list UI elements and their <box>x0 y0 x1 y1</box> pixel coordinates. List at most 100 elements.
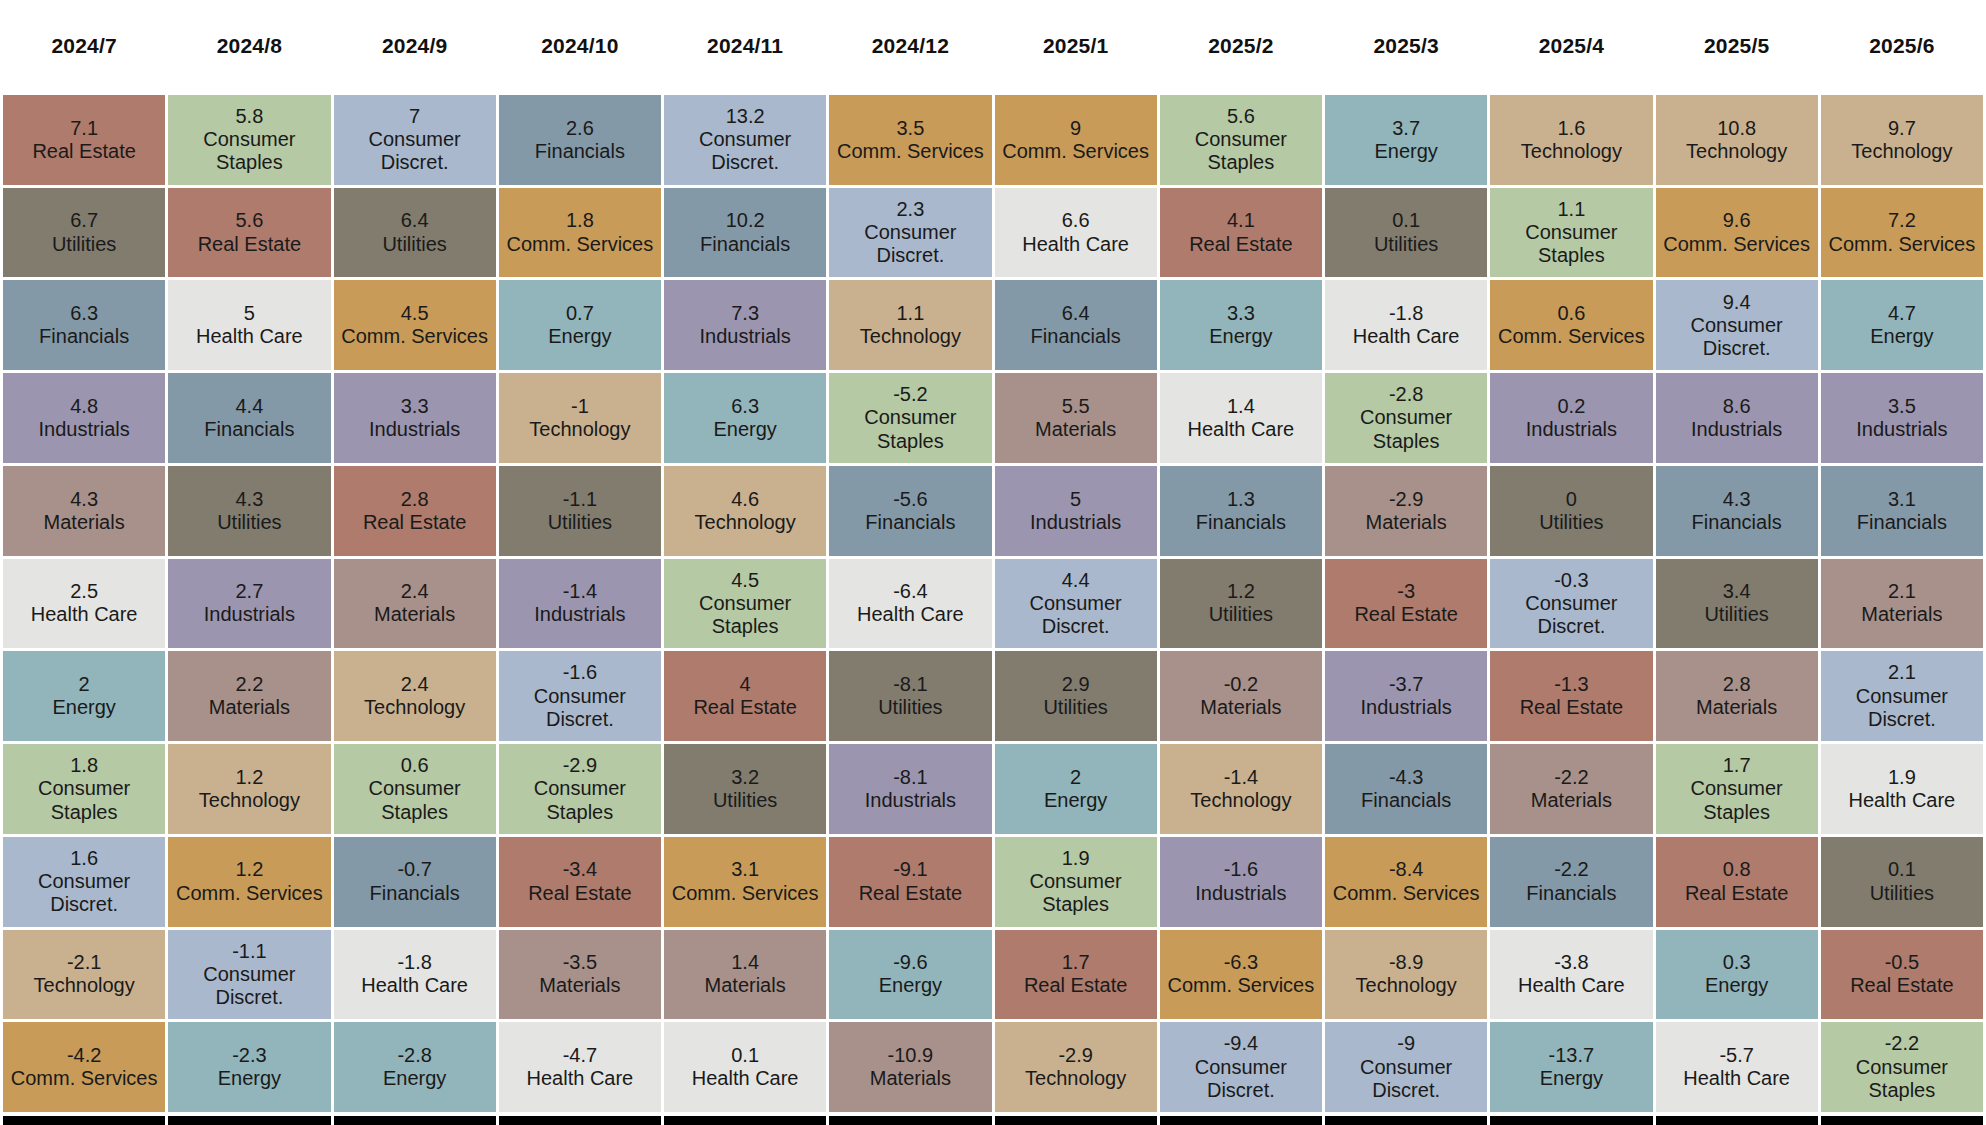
cell-sector-label: Comm. Services <box>1663 233 1810 256</box>
cell-sector-label: Energy <box>879 974 942 997</box>
cell-sector-label: Technology <box>199 789 300 812</box>
cell-sector-label: Utilities <box>713 789 777 812</box>
bottom-axis-segment <box>3 1116 165 1125</box>
cell-sector-label: Consumer Staples <box>1029 870 1121 916</box>
cell-sector-label: Health Care <box>31 603 138 626</box>
cell-value: -5.6 <box>893 488 927 511</box>
quilt-cell: -2.2Consumer Staples <box>1821 1022 1983 1112</box>
cell-value: 1.7 <box>1723 754 1751 777</box>
cell-sector-label: Energy <box>548 325 611 348</box>
cell-sector-label: Consumer Discret. <box>38 870 130 916</box>
quilt-cell: 1.9Consumer Staples <box>995 837 1157 927</box>
quilt-cell: -8.1Utilities <box>829 651 991 741</box>
quilt-cell: -4.3Financials <box>1325 744 1487 834</box>
cell-value: 2.4 <box>401 580 429 603</box>
cell-sector-label: Real Estate <box>1520 696 1623 719</box>
cell-value: 2 <box>1070 766 1081 789</box>
quilt-cell: -1Technology <box>499 373 661 463</box>
column-header: 2025/4 <box>1490 34 1652 58</box>
cell-sector-label: Materials <box>209 696 290 719</box>
cell-sector-label: Materials <box>1035 418 1116 441</box>
quilt-cell: 3.1Comm. Services <box>664 837 826 927</box>
cell-sector-label: Utilities <box>1043 696 1107 719</box>
quilt-cell: 2.1Materials <box>1821 559 1983 649</box>
cell-value: 7.3 <box>731 302 759 325</box>
cell-sector-label: Materials <box>870 1067 951 1090</box>
cell-sector-label: Energy <box>1209 325 1272 348</box>
quilt-cell: -0.2Materials <box>1160 651 1322 741</box>
cell-value: 0.7 <box>566 302 594 325</box>
column-header: 2025/6 <box>1821 34 1983 58</box>
quilt-cell: 3.1Financials <box>1821 466 1983 556</box>
cell-value: 6.6 <box>1062 209 1090 232</box>
cell-sector-label: Consumer Staples <box>38 777 130 823</box>
quilt-cell: 4.5Comm. Services <box>334 280 496 370</box>
cell-sector-label: Consumer Staples <box>1360 406 1452 452</box>
cell-value: -1.6 <box>563 661 597 684</box>
bottom-axis-segment <box>168 1116 330 1125</box>
column-header: 2024/10 <box>499 34 661 58</box>
cell-value: -0.3 <box>1554 569 1588 592</box>
column-header: 2025/1 <box>995 34 1157 58</box>
cell-value: 7.1 <box>70 117 98 140</box>
cell-value: 2 <box>79 673 90 696</box>
quilt-cell: 1.4Health Care <box>1160 373 1322 463</box>
cell-sector-label: Industrials <box>1030 511 1121 534</box>
cell-value: -3.7 <box>1389 673 1423 696</box>
cell-value: 1.6 <box>1557 117 1585 140</box>
column-header: 2024/8 <box>168 34 330 58</box>
cell-value: 2.6 <box>566 117 594 140</box>
quilt-cell: 4.7Energy <box>1821 280 1983 370</box>
quilt-cell: 5.6Real Estate <box>168 188 330 278</box>
quilt-cell: 0Utilities <box>1490 466 1652 556</box>
cell-value: 9.6 <box>1723 209 1751 232</box>
cell-sector-label: Real Estate <box>363 511 466 534</box>
cell-value: 5.8 <box>235 105 263 128</box>
cell-sector-label: Consumer Discret. <box>1525 592 1617 638</box>
quilt-cell: -2.1Technology <box>3 930 165 1020</box>
quilt-cell: -1.1Utilities <box>499 466 661 556</box>
quilt-cell: -1.3Real Estate <box>1490 651 1652 741</box>
quilt-cell: 4.3Financials <box>1656 466 1818 556</box>
cell-value: 7.2 <box>1888 209 1916 232</box>
cell-value: 0 <box>1566 488 1577 511</box>
cell-sector-label: Financials <box>1857 511 1947 534</box>
cell-sector-label: Consumer Staples <box>864 406 956 452</box>
cell-value: 2.8 <box>401 488 429 511</box>
quilt-cell: 4.1Real Estate <box>1160 188 1322 278</box>
cell-value: 0.3 <box>1723 951 1751 974</box>
quilt-cell: -2.9Consumer Staples <box>499 744 661 834</box>
cell-sector-label: Industrials <box>1526 418 1617 441</box>
cell-sector-label: Energy <box>1044 789 1107 812</box>
cell-value: -2.9 <box>1058 1044 1092 1067</box>
cell-value: -3 <box>1397 580 1415 603</box>
cell-sector-label: Real Estate <box>1189 233 1292 256</box>
cell-value: -5.7 <box>1719 1044 1753 1067</box>
cell-value: 1.2 <box>1227 580 1255 603</box>
column-header: 2025/2 <box>1160 34 1322 58</box>
quilt-cell: 0.7Energy <box>499 280 661 370</box>
quilt-cell: 0.1Utilities <box>1821 837 1983 927</box>
cell-value: 2.3 <box>896 198 924 221</box>
cell-value: -6.3 <box>1224 951 1258 974</box>
quilt-cell: -0.3Consumer Discret. <box>1490 559 1652 649</box>
cell-value: 3.1 <box>731 858 759 881</box>
quilt-cell: -0.5Real Estate <box>1821 930 1983 1020</box>
cell-value: 2.8 <box>1723 673 1751 696</box>
cell-sector-label: Financials <box>204 418 294 441</box>
quilt-cell: 6.3Energy <box>664 373 826 463</box>
quilt-cell: -3.4Real Estate <box>499 837 661 927</box>
quilt-cell: 1.4Materials <box>664 930 826 1020</box>
bottom-axis <box>0 1116 1986 1125</box>
cell-sector-label: Financials <box>865 511 955 534</box>
quilt-grid: 7.1Real Estate5.8Consumer Staples7Consum… <box>0 95 1986 1112</box>
quilt-cell: 2.4Materials <box>334 559 496 649</box>
bottom-axis-segment <box>1821 1116 1983 1125</box>
cell-value: -6.4 <box>893 580 927 603</box>
cell-value: 4.8 <box>70 395 98 418</box>
cell-value: 4.7 <box>1888 302 1916 325</box>
cell-value: -1.4 <box>1224 766 1258 789</box>
quilt-cell: 3.3Energy <box>1160 280 1322 370</box>
cell-sector-label: Utilities <box>1209 603 1273 626</box>
cell-sector-label: Energy <box>1870 325 1933 348</box>
